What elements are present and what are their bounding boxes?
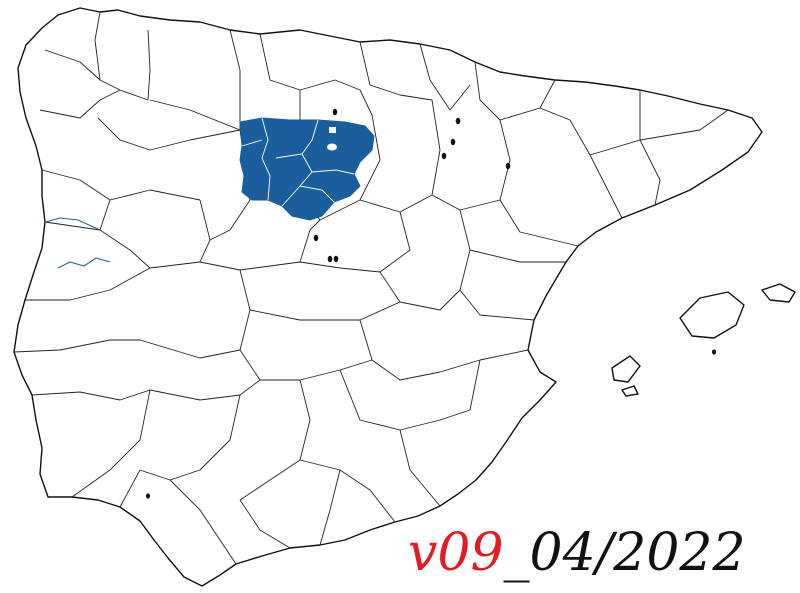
- isolated-records: [146, 108, 716, 499]
- distribution-range: [239, 117, 375, 221]
- version-number: v09: [408, 523, 504, 583]
- record-dot: [505, 162, 511, 170]
- version-date: _04/2022: [503, 523, 746, 583]
- record-dot: [313, 234, 319, 242]
- range-internal-borders: [241, 117, 355, 207]
- record-dot: [450, 138, 456, 146]
- menorca-outline: [761, 283, 796, 303]
- river-line: [44, 217, 101, 231]
- record-dot: [333, 255, 339, 263]
- river-line: [57, 257, 111, 269]
- province-borders: [13, 11, 729, 565]
- range-gap: [329, 127, 336, 133]
- iberian-peninsula-outline: [13, 7, 763, 587]
- range-gap: [327, 143, 337, 151]
- formentera-outline: [621, 385, 639, 397]
- record-dot: [441, 152, 447, 160]
- record-dot: [146, 493, 150, 499]
- ibiza-outline: [611, 355, 641, 383]
- version-label: v09_04/2022: [408, 518, 798, 588]
- mallorca-outline: [679, 291, 745, 339]
- record-dot: [332, 108, 338, 116]
- record-dot: [712, 349, 716, 355]
- record-dot: [455, 117, 461, 125]
- record-dot: [327, 255, 333, 263]
